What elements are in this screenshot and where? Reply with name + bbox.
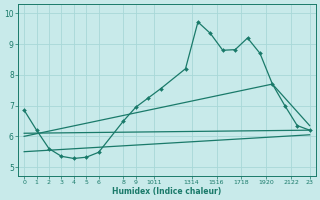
X-axis label: Humidex (Indice chaleur): Humidex (Indice chaleur) bbox=[112, 187, 221, 196]
